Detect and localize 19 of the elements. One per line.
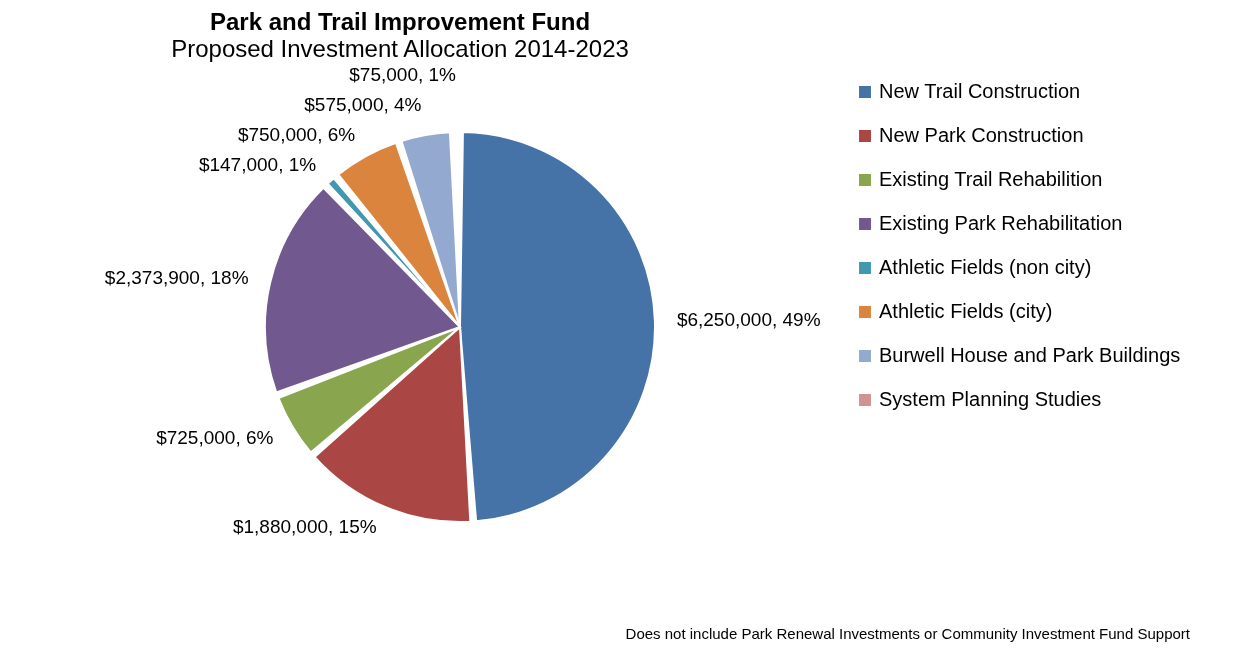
legend-label: Existing Trail Rehabilition — [879, 168, 1103, 190]
legend-label: New Trail Construction — [879, 80, 1081, 102]
data-label: $2,373,900, 18% — [104, 267, 249, 289]
data-label: $750,000, 6% — [237, 123, 356, 145]
data-label: $75,000, 1% — [349, 63, 457, 85]
legend-label: Existing Park Rehabilitation — [879, 212, 1123, 234]
chart-subtitle: Proposed Investment Allocation 2014-2023 — [171, 34, 629, 62]
legend-label: System Planning Studies — [879, 388, 1102, 410]
data-label: $6,250,000, 49% — [676, 308, 821, 330]
chart-title: Park and Trail Improvement Fund — [209, 7, 591, 35]
data-label: $725,000, 6% — [156, 426, 274, 448]
legend-label: Athletic Fields (city) — [879, 300, 1053, 322]
legend-label: New Park Construction — [879, 124, 1084, 146]
data-label: $147,000, 1% — [198, 153, 317, 175]
data-label: $1,880,000, 15% — [232, 516, 377, 538]
legend-label: Burwell House and Park Buildings — [879, 344, 1181, 366]
text: Does not include Park Renewal Investments or Community Investment Fund Support — [625, 625, 1191, 642]
data-label: $575,000, 4% — [304, 93, 422, 115]
legend-label: Athletic Fields (non city) — [879, 256, 1092, 278]
